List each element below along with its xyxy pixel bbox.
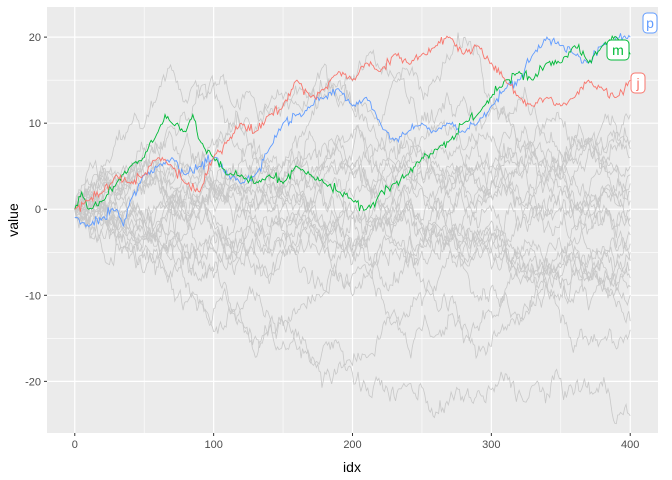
background-series-line [74, 195, 631, 292]
y-tick-label: -20 [25, 376, 41, 388]
x-axis-title: idx [343, 459, 361, 475]
background-series-line [74, 130, 631, 250]
x-axis: 0 100 200 300 400 [72, 433, 639, 451]
series-line-j [74, 35, 631, 212]
end-tag-label: m [612, 42, 624, 58]
background-series-line [74, 111, 631, 231]
y-axis: -20 -10 0 10 20 [25, 32, 47, 388]
x-tick-label: 200 [343, 439, 361, 451]
x-tick-label: 300 [482, 439, 500, 451]
series-line-p [74, 33, 631, 228]
background-series-line [74, 137, 631, 245]
end-tag-p: p [642, 12, 658, 34]
background-series-line [74, 163, 631, 259]
end-tag-j: j [630, 72, 646, 94]
background-series-line [74, 204, 631, 425]
background-series-line [74, 184, 631, 307]
y-tick-label: -10 [25, 290, 41, 302]
y-tick-label: 0 [35, 204, 41, 216]
end-tags: p m j [606, 12, 658, 94]
end-tag-label: p [646, 15, 654, 31]
background-series-line [74, 198, 631, 353]
background-series-line [74, 188, 631, 308]
y-tick-label: 10 [29, 118, 41, 130]
background-series-line [74, 147, 631, 283]
series-line-m [74, 34, 631, 212]
end-tag-box [606, 39, 630, 61]
y-tick-label: 20 [29, 32, 41, 44]
background-series-line [74, 185, 631, 360]
end-tag-m: m [606, 39, 630, 61]
background-series-line [74, 143, 631, 311]
x-tick-label: 400 [621, 439, 639, 451]
end-tag-box [642, 12, 658, 34]
end-tag-label: j [635, 75, 639, 91]
background-series-line [74, 32, 631, 224]
end-tag-box [630, 72, 646, 94]
background-series-line [74, 170, 631, 388]
y-axis-title: value [5, 203, 21, 237]
background-series [74, 32, 631, 425]
major-gridlines [47, 7, 658, 433]
highlighted-series [74, 33, 631, 228]
x-tick-label: 0 [72, 439, 78, 451]
x-tick-label: 100 [204, 439, 222, 451]
